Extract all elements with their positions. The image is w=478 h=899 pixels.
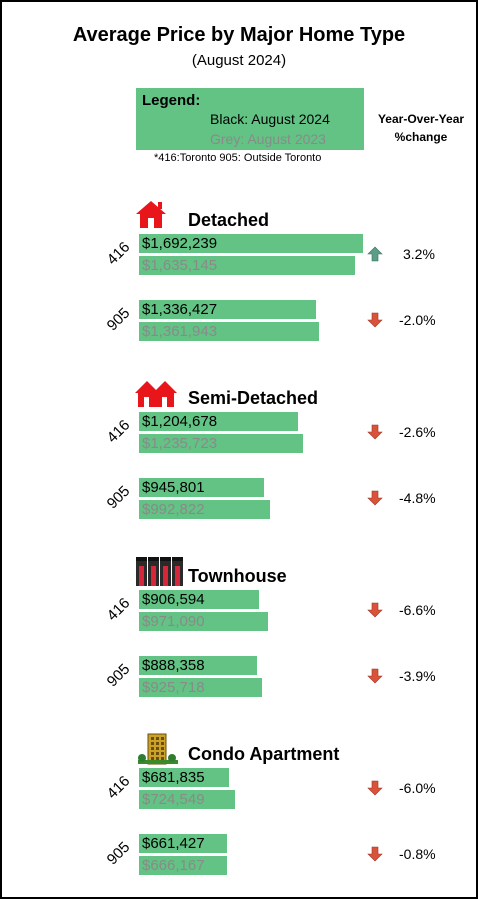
house-icon (134, 198, 186, 237)
yoy-percent: -2.6% (399, 424, 436, 440)
data-label-aug-2024: $906,594 (142, 591, 205, 608)
bar-aug-2024 (139, 768, 229, 787)
arrow-down-icon (367, 312, 383, 328)
legend: Legend: Black: August 2024 Grey: August … (136, 88, 364, 150)
region-label: 905 (103, 838, 134, 869)
data-label-aug-2024: $1,204,678 (142, 413, 218, 430)
bar-aug-2024 (139, 478, 264, 497)
region-label: 416 (103, 772, 134, 803)
condo-building-icon (134, 732, 186, 771)
yoy-percent: -6.0% (399, 780, 436, 796)
yoy-percent: -6.6% (399, 602, 436, 618)
townhouse-icon (134, 554, 186, 593)
bar-aug-2023 (139, 678, 262, 697)
bar-aug-2024 (139, 834, 227, 853)
bar-aug-2023 (139, 256, 355, 275)
data-label-aug-2023: $666,167 (142, 857, 205, 874)
chart-subtitle: (August 2024) (191, 52, 287, 69)
yoy-percent: -3.9% (399, 668, 436, 684)
arrow-down-icon (367, 846, 383, 862)
bar-aug-2023 (139, 612, 268, 631)
bar-aug-2024 (139, 412, 298, 431)
region-note: *416:Toronto 905: Outside Toronto (154, 152, 322, 164)
bar-aug-2023 (139, 790, 235, 809)
arrow-down-icon (367, 424, 383, 440)
data-label-aug-2023: $971,090 (142, 613, 205, 630)
data-label-aug-2023: $992,822 (142, 501, 205, 518)
legend-current-year: Black: August 2024 (210, 111, 330, 127)
bar-aug-2024 (139, 234, 363, 253)
data-label-aug-2024: $888,358 (142, 657, 205, 674)
arrow-down-icon (367, 668, 383, 684)
bar-aug-2024 (139, 590, 259, 609)
data-label-aug-2023: $1,361,943 (142, 323, 218, 340)
region-label: 905 (103, 660, 134, 691)
region-label: 416 (103, 594, 134, 625)
category-title: Townhouse (188, 566, 287, 586)
yoy-percent: 3.2% (403, 246, 435, 262)
chart-title: Average Price by Major Home Type (72, 24, 406, 46)
yoy-header: Year-Over-Year %change (368, 110, 474, 146)
arrow-up-icon (367, 246, 383, 262)
data-label-aug-2024: $661,427 (142, 835, 205, 852)
data-label-aug-2023: $925,718 (142, 679, 205, 696)
bar-aug-2023 (139, 500, 270, 519)
yoy-percent: -2.0% (399, 312, 436, 328)
category-title: Detached (188, 210, 270, 230)
yoy-header-line2: %change (394, 130, 448, 144)
region-label: 416 (103, 416, 134, 447)
semi-detached-house-icon (134, 376, 186, 415)
category-title: Semi-Detached (188, 388, 319, 408)
yoy-percent: -0.8% (399, 846, 436, 862)
region-label: 416 (103, 238, 134, 269)
data-label-aug-2024: $1,692,239 (142, 235, 218, 252)
yoy-header-line1: Year-Over-Year (377, 112, 465, 126)
yoy-percent: -4.8% (399, 490, 436, 506)
data-label-aug-2024: $1,336,427 (142, 301, 218, 318)
legend-title: Legend: (142, 92, 201, 109)
data-label-aug-2023: $1,235,723 (142, 435, 218, 452)
bar-aug-2024 (139, 656, 257, 675)
category-title: Condo Apartment (188, 744, 340, 764)
region-label: 905 (103, 482, 134, 513)
arrow-down-icon (367, 602, 383, 618)
data-label-aug-2023: $724,549 (142, 791, 205, 808)
data-label-aug-2023: $1,635,145 (142, 257, 218, 274)
data-label-aug-2024: $945,801 (142, 479, 205, 496)
arrow-down-icon (367, 780, 383, 796)
legend-previous-year: Grey: August 2023 (210, 131, 326, 147)
bar-aug-2023 (139, 434, 303, 453)
data-label-aug-2024: $681,835 (142, 769, 205, 786)
bar-aug-2023 (139, 856, 227, 875)
region-label: 905 (103, 304, 134, 335)
bar-aug-2024 (139, 300, 316, 319)
arrow-down-icon (367, 490, 383, 506)
bar-aug-2023 (139, 322, 319, 341)
